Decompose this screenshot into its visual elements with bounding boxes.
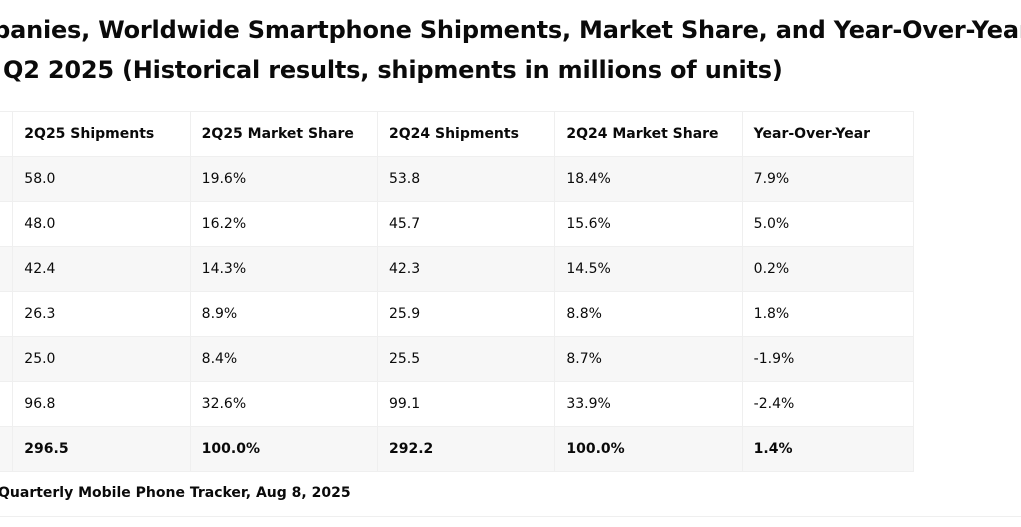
cell-2q24-shipments: 25.9	[376, 291, 556, 337]
header-2q25-market-share: 2Q25 Market Share	[189, 111, 378, 157]
cell-2q25-shipments: 42.4	[12, 246, 191, 292]
title-line-1: ompanies, Worldwide Smartphone Shipments…	[0, 16, 1021, 44]
header-company	[0, 111, 14, 157]
cell-2q25-market-share: 14.3%	[189, 246, 378, 292]
cell-2q24-market-share: 18.4%	[554, 156, 743, 202]
table-total-row: 296.5 100.0% 292.2 100.0% 1.4%	[0, 426, 915, 472]
cell-company	[0, 426, 14, 472]
cell-2q24-market-share: 8.8%	[554, 291, 743, 337]
cell-2q24-market-share: 8.7%	[554, 336, 743, 382]
table-row: 42.4 14.3% 42.3 14.5% 0.2%	[0, 246, 915, 292]
table-row: 26.3 8.9% 25.9 8.8% 1.8%	[0, 291, 915, 337]
cell-2q25-market-share: 32.6%	[189, 381, 378, 427]
cell-2q25-shipments: 58.0	[12, 156, 191, 202]
cell-2q25-shipments: 25.0	[12, 336, 191, 382]
table-row: 48.0 16.2% 45.7 15.6% 5.0%	[0, 201, 915, 247]
cell-2q24-shipments: 45.7	[376, 201, 556, 247]
cell-year-over-year: 0.2%	[741, 246, 915, 292]
header-2q24-shipments: 2Q24 Shipments	[376, 111, 556, 157]
cell-company	[0, 291, 14, 337]
table-row: 25.0 8.4% 25.5 8.7% -1.9%	[0, 336, 915, 382]
cell-2q24-market-share: 15.6%	[554, 201, 743, 247]
cell-2q24-shipments: 53.8	[376, 156, 556, 202]
cell-year-over-year: 1.8%	[741, 291, 915, 337]
source-note: Quarterly Mobile Phone Tracker, Aug 8, 2…	[0, 471, 1021, 517]
cell-2q24-shipments-total: 292.2	[376, 426, 556, 472]
header-2q24-market-share: 2Q24 Market Share	[554, 111, 743, 157]
cell-2q25-market-share: 19.6%	[189, 156, 378, 202]
cell-2q25-shipments: 26.3	[12, 291, 191, 337]
cell-2q24-shipments: 42.3	[376, 246, 556, 292]
header-2q25-shipments: 2Q25 Shipments	[12, 111, 191, 157]
cell-2q24-shipments: 25.5	[376, 336, 556, 382]
shipments-table: 2Q25 Shipments 2Q25 Market Share 2Q24 Sh…	[0, 111, 915, 472]
table-title: ompanies, Worldwide Smartphone Shipments…	[0, 10, 1021, 90]
cell-2q25-shipments: 48.0	[12, 201, 191, 247]
cell-year-over-year: -1.9%	[741, 336, 915, 382]
cell-company	[0, 201, 14, 247]
cell-year-over-year: -2.4%	[741, 381, 915, 427]
table-header-row: 2Q25 Shipments 2Q25 Market Share 2Q24 Sh…	[0, 111, 915, 157]
cell-2q25-market-share: 8.4%	[189, 336, 378, 382]
table-row: 96.8 32.6% 99.1 33.9% -2.4%	[0, 381, 915, 427]
cell-year-over-year-total: 1.4%	[741, 426, 915, 472]
cell-company	[0, 156, 14, 202]
header-year-over-year: Year-Over-Year	[741, 111, 915, 157]
cell-2q24-market-share-total: 100.0%	[554, 426, 743, 472]
cell-2q25-shipments-total: 296.5	[12, 426, 191, 472]
title-line-2: Q2 2025 (Historical results, shipments i…	[3, 56, 783, 84]
cell-2q25-market-share: 8.9%	[189, 291, 378, 337]
cell-company	[0, 381, 14, 427]
cell-2q25-market-share-total: 100.0%	[189, 426, 378, 472]
cell-2q24-shipments: 99.1	[376, 381, 556, 427]
cell-company	[0, 246, 14, 292]
cell-company	[0, 336, 14, 382]
table-row: 58.0 19.6% 53.8 18.4% 7.9%	[0, 156, 915, 202]
cell-year-over-year: 5.0%	[741, 201, 915, 247]
cell-2q25-shipments: 96.8	[12, 381, 191, 427]
cell-2q24-market-share: 14.5%	[554, 246, 743, 292]
cell-2q24-market-share: 33.9%	[554, 381, 743, 427]
cell-2q25-market-share: 16.2%	[189, 201, 378, 247]
cell-year-over-year: 7.9%	[741, 156, 915, 202]
